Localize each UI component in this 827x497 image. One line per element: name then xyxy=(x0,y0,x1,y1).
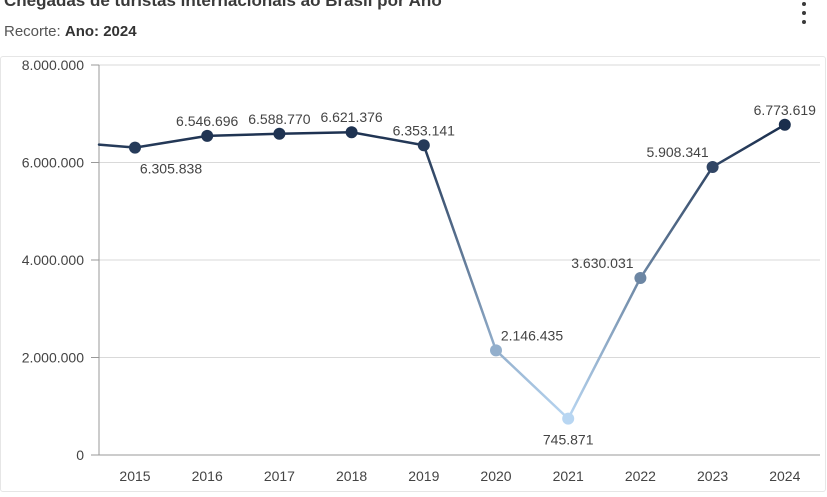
series-line-segment xyxy=(133,134,209,149)
data-point-2020[interactable] xyxy=(490,344,502,357)
series-line-segment xyxy=(97,143,137,149)
data-point-2023[interactable] xyxy=(706,160,719,173)
x-tick-label: 2021 xyxy=(553,468,584,484)
y-tick-label: 6.000.000 xyxy=(22,155,84,171)
menu-dot xyxy=(802,2,806,6)
menu-dot xyxy=(802,11,806,15)
y-tick-label: 8.000.000 xyxy=(22,57,84,73)
chart-title: Chegadas de turistas internacionais ao B… xyxy=(4,0,442,10)
grid-layer xyxy=(99,64,820,358)
y-tick-label: 2.000.000 xyxy=(22,350,84,366)
vertical-ellipsis-icon[interactable] xyxy=(799,2,809,24)
x-tick-label: 2022 xyxy=(625,468,656,484)
filter-label: Recorte: xyxy=(4,23,61,40)
data-label-2018: 6.621.376 xyxy=(320,109,382,125)
data-point-2016[interactable] xyxy=(201,129,214,142)
data-point-2017[interactable] xyxy=(273,127,286,140)
series-line-segment xyxy=(205,132,281,138)
data-label-2020: 2.146.435 xyxy=(501,327,563,343)
x-tick-label: 2017 xyxy=(264,468,295,484)
series-line-segment xyxy=(494,349,570,420)
axis-layer: 0 2.000.000 4.000.000 6.000.000 8.000.000 201… xyxy=(22,57,820,484)
data-label-2021: 745.871 xyxy=(543,432,594,448)
data-label-2022: 3.630.031 xyxy=(571,255,633,271)
data-label-2017: 6.588.770 xyxy=(248,111,310,127)
series-line-segment xyxy=(422,144,498,352)
x-tick-label: 2019 xyxy=(408,468,439,484)
series-line-segment xyxy=(350,130,426,147)
line-layer xyxy=(97,123,787,420)
label-layer: 6.305.838 6.546.696 6.588.770 6.621.376 6.35… xyxy=(140,102,816,448)
x-tick-label: 2016 xyxy=(192,468,223,484)
data-point-2022[interactable] xyxy=(634,272,647,285)
series-line-segment xyxy=(278,130,353,136)
x-tick-label: 2018 xyxy=(336,468,367,484)
data-point-2021[interactable] xyxy=(562,412,575,425)
chart-card xyxy=(0,56,826,492)
data-label-2019: 6.353.141 xyxy=(393,122,455,138)
filter-value: Ano: 2024 xyxy=(64,23,137,40)
data-point-2018[interactable] xyxy=(345,126,358,139)
series-line-segment xyxy=(566,276,642,420)
data-label-2023: 5.908.341 xyxy=(646,144,708,160)
x-tick-label: 2024 xyxy=(769,468,800,484)
x-tick-label: 2023 xyxy=(697,468,728,484)
y-tick-label: 0 xyxy=(76,447,84,463)
data-label-2016: 6.546.696 xyxy=(176,113,238,129)
x-tick-label: 2020 xyxy=(480,468,511,484)
data-point-2015[interactable] xyxy=(129,141,141,154)
data-label-2024: 6.773.619 xyxy=(754,102,816,118)
data-point-2019[interactable] xyxy=(417,139,430,152)
data-label-2015: 6.305.838 xyxy=(140,161,202,177)
chart-subtitle: Recorte: Ano: 2024 xyxy=(4,23,137,40)
point-layer xyxy=(129,118,791,425)
menu-dot xyxy=(802,20,806,24)
y-tick-label: 4.000.000 xyxy=(22,252,84,268)
x-tick-label: 2015 xyxy=(119,468,150,484)
data-point-2024[interactable] xyxy=(778,118,791,131)
series-line-segment xyxy=(639,165,714,280)
series-line-segment xyxy=(711,123,787,169)
